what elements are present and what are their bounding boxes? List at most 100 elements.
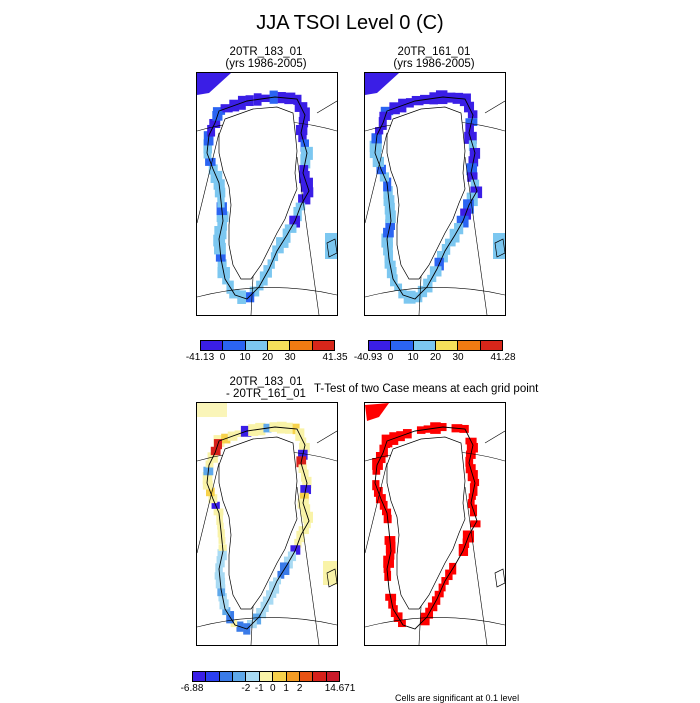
colorbar-tick-label: 2 xyxy=(296,683,303,694)
colorbar-tick-label: 0 xyxy=(387,352,394,363)
panel-3-title-line1: 20TR_183_01 xyxy=(229,376,303,388)
coastline xyxy=(374,96,478,300)
colorbar-tick-label: -6.88 xyxy=(180,683,204,694)
colorbar-swatch xyxy=(233,672,247,681)
longitude-line xyxy=(464,486,488,645)
latitude-line xyxy=(197,287,337,298)
longitude-line xyxy=(464,156,488,315)
colorbar-swatch xyxy=(267,341,291,350)
colorbar-tick-label: -1 xyxy=(254,683,264,694)
colorbar-swatch xyxy=(246,672,260,681)
colorbar-swatch xyxy=(458,341,481,350)
island-cells xyxy=(493,233,505,259)
significant-cells xyxy=(365,403,389,421)
map-3 xyxy=(197,403,337,645)
colorbar-tick-label: 20 xyxy=(429,352,442,363)
island-outline xyxy=(494,568,505,588)
colorbar-swatch xyxy=(206,672,220,681)
colorbar-tick-label: 0 xyxy=(269,683,276,694)
ice-sheet-outline xyxy=(386,106,466,280)
colorbar-swatch xyxy=(259,672,274,681)
colorbar-tick-label: 14.671 xyxy=(324,683,356,694)
colorbar-swatch xyxy=(201,341,224,350)
map-panel-2 xyxy=(364,72,506,316)
colorbar-tick-label: 30 xyxy=(452,352,464,363)
colorbar-2 xyxy=(368,340,503,351)
dark-corner-region xyxy=(365,73,399,95)
latitude-line xyxy=(197,617,337,628)
coastline xyxy=(374,426,478,630)
colorbar-swatch xyxy=(286,672,300,681)
ice-sheet-outline xyxy=(218,436,298,610)
island-outline xyxy=(326,568,337,588)
colorbar-swatch xyxy=(313,672,327,681)
longitude-line xyxy=(365,462,388,554)
longitude-line xyxy=(316,430,337,444)
panel-2-title-line2: (yrs 1986-2005) xyxy=(393,58,475,70)
colorbar-3-labels: -6.88 -2 -1 0 1 2 14.671 xyxy=(181,683,356,695)
colorbar-swatch xyxy=(326,672,339,681)
map-panel-1 xyxy=(196,72,338,316)
main-title: JJA TSOI Level 0 (C) xyxy=(256,12,444,34)
north-fringe xyxy=(197,403,227,417)
latitude-line xyxy=(365,617,505,628)
colorbar-1 xyxy=(200,340,335,351)
longitude-line xyxy=(197,462,220,554)
colorbar-tick-label: 30 xyxy=(284,352,296,363)
colorbar-tick-label: 20 xyxy=(261,352,274,363)
colorbar-tick-label: 0 xyxy=(219,352,226,363)
map-1 xyxy=(197,73,337,315)
longitude-line xyxy=(296,156,320,315)
coastline xyxy=(206,426,310,630)
colorbar-tick-label: 41.35 xyxy=(322,352,348,363)
colorbar-swatch xyxy=(193,672,207,681)
colorbar-swatch xyxy=(369,341,392,350)
colorbar-2-labels: -40.93 0 10 20 30 41.28 xyxy=(354,352,516,364)
colorbar-swatch xyxy=(273,672,287,681)
map-panel-4 xyxy=(364,402,506,646)
colorbar-swatch xyxy=(299,672,314,681)
colorbar-tick-label: -2 xyxy=(241,683,251,694)
map-2 xyxy=(365,73,505,315)
colorbar-swatch xyxy=(245,341,268,350)
colorbar-swatch xyxy=(480,341,502,350)
colorbar-tick-label: 10 xyxy=(407,352,419,363)
colorbar-swatch xyxy=(219,672,234,681)
island-cells xyxy=(323,561,337,585)
colorbar-swatch xyxy=(290,341,313,350)
colorbar-swatch xyxy=(312,341,334,350)
panel-3-title-line2: - 20TR_161_01 xyxy=(226,388,306,400)
island-cells xyxy=(325,233,337,259)
colorbar-1-labels: -41.13 0 10 20 30 41.35 xyxy=(186,352,348,364)
panel-1-title-line1: 20TR_183_01 xyxy=(229,46,303,58)
panel-2-title-line1: 20TR_161_01 xyxy=(397,46,471,58)
significance-footnote: Cells are significant at 0.1 level xyxy=(395,693,520,703)
island-outline xyxy=(326,238,337,258)
panel-1-title: 20TR_183_01 (yrs 1986-2005) xyxy=(196,46,336,70)
ice-sheet-outline xyxy=(386,436,466,610)
latitude-line xyxy=(365,287,505,298)
colorbar-swatch xyxy=(391,341,414,350)
longitude-line xyxy=(316,100,337,114)
colorbar-swatch xyxy=(435,341,459,350)
colorbar-tick-label: 1 xyxy=(283,683,289,694)
colorbar-tick-label: -40.93 xyxy=(353,352,383,363)
colorbar-tick-label: 41.28 xyxy=(490,352,516,363)
panel-2-title: 20TR_161_01 (yrs 1986-2005) xyxy=(364,46,504,70)
longitude-line xyxy=(197,132,220,224)
colorbar-tick-label: 10 xyxy=(239,352,251,363)
longitude-line xyxy=(484,100,505,114)
colorbar-3 xyxy=(192,671,340,682)
panel-4-title: T-Test of two Case means at each grid po… xyxy=(314,383,539,395)
longitude-line xyxy=(296,486,320,645)
island-outline xyxy=(494,238,505,258)
panel-1-title-line2: (yrs 1986-2005) xyxy=(225,58,307,70)
panel-3-title: 20TR_183_01 - 20TR_161_01 xyxy=(196,376,336,400)
colorbar-swatch xyxy=(223,341,246,350)
coastline xyxy=(206,96,310,300)
colorbar-tick-label: -41.13 xyxy=(185,352,215,363)
colorbar-swatch xyxy=(413,341,436,350)
map-panel-3 xyxy=(196,402,338,646)
dark-corner-region xyxy=(197,73,231,95)
longitude-line xyxy=(365,132,388,224)
